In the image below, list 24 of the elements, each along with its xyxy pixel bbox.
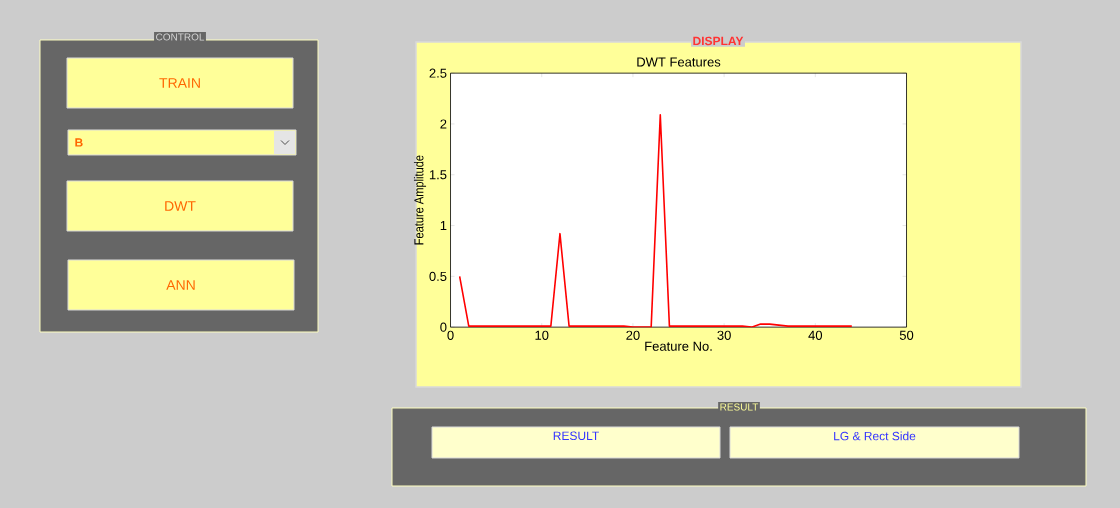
- x-tick-label: 20: [626, 330, 640, 340]
- x-tick-label: 0: [447, 330, 454, 340]
- y-tick-label: 1: [440, 221, 447, 231]
- text: RESULT: [720, 403, 759, 411]
- x-tick-label: 10: [535, 330, 549, 340]
- y-tick-label: 0: [440, 322, 447, 332]
- text: CONTROL: [156, 33, 205, 41]
- x-axis-title: Feature No.: [645, 341, 712, 351]
- y-axis-title: Feature Amplitude: [413, 155, 427, 245]
- y-tick-label: 1.5: [429, 170, 447, 180]
- text: LG & Rect Side: [834, 431, 916, 441]
- y-tick-label: 2.5: [429, 68, 447, 78]
- x-tick-label: 30: [717, 330, 731, 340]
- text: DWT: [165, 201, 196, 211]
- x-tick-label: 50: [899, 330, 914, 340]
- text: RESULT: [553, 431, 599, 441]
- y-tick-label: 2: [440, 119, 447, 129]
- text: ANN: [166, 280, 195, 290]
- chart-title: DWT Features: [637, 57, 721, 67]
- text: B: [75, 138, 83, 147]
- x-tick-label: 40: [808, 330, 823, 340]
- text: TRAIN: [159, 78, 200, 88]
- text: DISPLAY: [693, 36, 744, 46]
- y-tick-label: 0.5: [429, 271, 447, 281]
